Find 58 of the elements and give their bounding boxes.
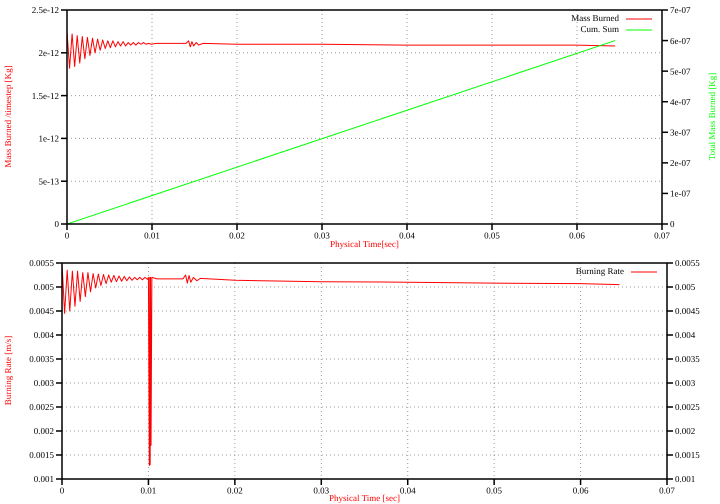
x-tick-label: 0.01 <box>144 230 160 240</box>
y2-tick-label: 6e-07 <box>670 36 691 46</box>
y2-axis-title: Total Mass Burned [Kg] <box>707 72 717 160</box>
y-tick-label: 0 <box>54 219 60 230</box>
y-tick-label: 0.001 <box>34 474 54 484</box>
y2-tick-label: 0.004 <box>675 330 696 340</box>
y2-tick-label: 0.003 <box>675 378 696 388</box>
x-tick-label: 0.05 <box>484 230 500 240</box>
legend-label: Burning Rate <box>576 266 624 277</box>
y2-tick-label: 0.001 <box>675 474 696 484</box>
y2-tick-label: 7e-07 <box>670 5 691 16</box>
y-tick-label: 0.005 <box>34 282 54 292</box>
y-tick-label: 1.5e-12 <box>32 90 59 101</box>
y2-tick-label: 3e-07 <box>670 127 691 138</box>
x-axis-title: Physical Time[sec] <box>330 239 399 249</box>
y-tick-label: 0.0015 <box>29 450 54 460</box>
y-tick-label: 1e-12 <box>38 134 59 144</box>
x-tick-label: 0.04 <box>400 485 416 496</box>
y2-tick-label: 0.0045 <box>675 306 700 316</box>
x-tick-label: 0 <box>64 230 70 240</box>
y2-tick-label: 0 <box>670 219 675 230</box>
x-tick-label: 0.06 <box>569 230 586 240</box>
x-axis-title: Physical Time [sec] <box>329 493 400 503</box>
y2-tick-label: 1e-07 <box>670 188 691 199</box>
y2-tick-label: 2e-07 <box>670 158 691 168</box>
x-tick-label: 0.01 <box>140 485 156 496</box>
x-tick-label: 0.07 <box>659 485 676 496</box>
y-tick-label: 0.0045 <box>29 306 54 316</box>
x-tick-label: 0.02 <box>229 230 245 240</box>
y-tick-label: 0.004 <box>34 330 54 340</box>
y2-tick-label: 0.0055 <box>675 258 700 268</box>
y-axis-title: Burning Rate [m/s] <box>3 336 13 406</box>
y-tick-label: 2e-12 <box>38 48 59 58</box>
y2-tick-label: 0.0015 <box>675 450 700 460</box>
y-tick-label: 0.0025 <box>29 402 54 412</box>
x-tick-label: 0.07 <box>654 230 670 240</box>
x-tick-label: 0.03 <box>313 485 330 496</box>
x-tick-label: 0.05 <box>486 485 503 496</box>
line-series <box>67 30 616 69</box>
y-axis-title: Mass Burned /timestep [Kg] <box>3 65 13 168</box>
y-tick-label: 0.0055 <box>29 258 54 268</box>
y-tick-label: 0.003 <box>34 378 54 388</box>
y-tick-label: 0.0035 <box>29 354 54 364</box>
y2-tick-label: 0.0035 <box>675 354 700 364</box>
y2-tick-label: 0.002 <box>675 426 696 436</box>
y-tick-label: 2.5e-12 <box>32 5 59 16</box>
y2-tick-label: 0.0025 <box>675 402 700 412</box>
x-tick-label: 0.03 <box>314 230 330 240</box>
y2-tick-label: 4e-07 <box>670 96 691 107</box>
legend-label: Cum. Sum <box>580 24 619 35</box>
legend-label: Mass Burned <box>571 13 619 24</box>
y2-tick-label: 5e-07 <box>670 66 691 76</box>
y-tick-label: 0.002 <box>34 426 54 436</box>
y-tick-label: 5e-13 <box>38 176 60 186</box>
x-tick-label: 0.06 <box>572 485 589 496</box>
y2-tick-label: 0.005 <box>675 282 696 292</box>
x-tick-label: 0.02 <box>226 485 243 496</box>
x-tick-label: 0.04 <box>399 230 416 240</box>
